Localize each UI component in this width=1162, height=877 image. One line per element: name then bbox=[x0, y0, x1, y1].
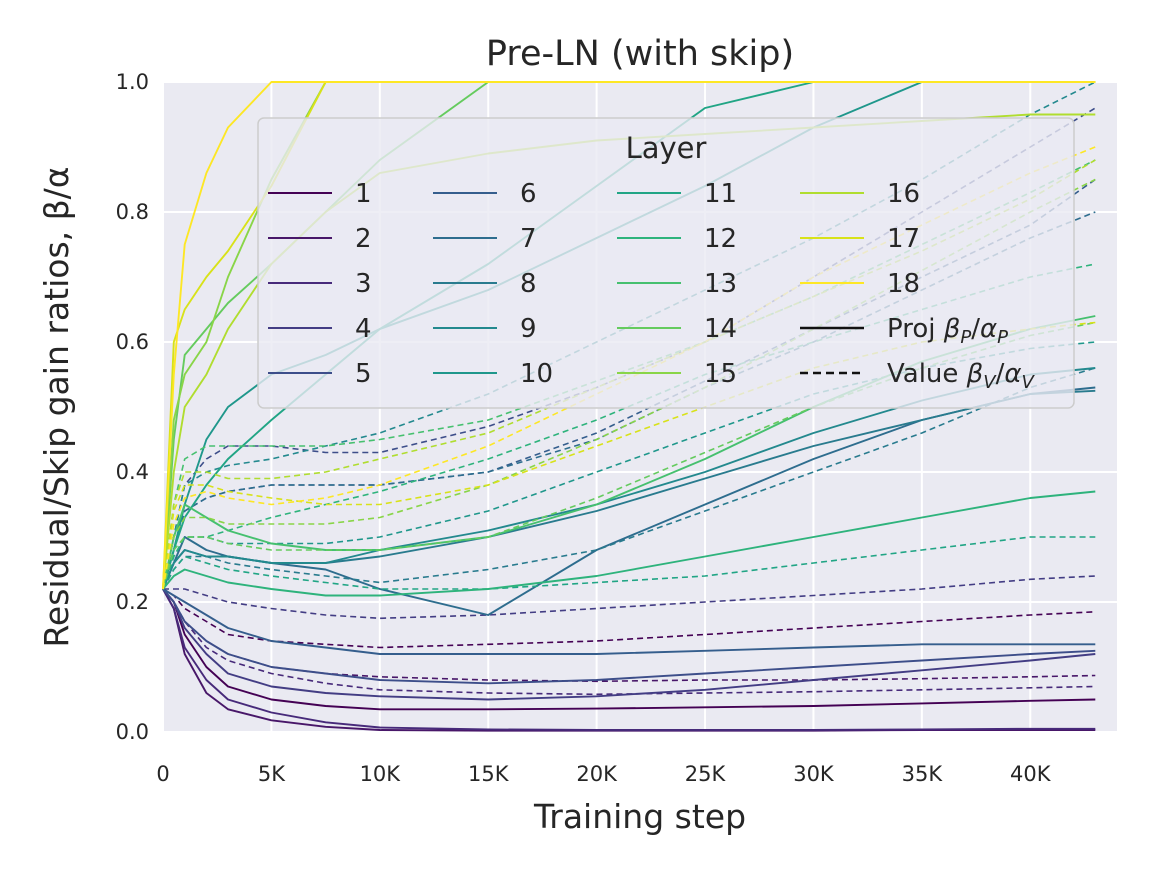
series-line-layer-1-proj bbox=[162, 588, 1096, 711]
legend-label-layer-2: 2 bbox=[355, 224, 372, 254]
legend-label-layer-10: 10 bbox=[520, 359, 553, 389]
series-line-layer-11-value bbox=[162, 536, 1096, 590]
series-line-layer-8-value bbox=[162, 367, 1096, 590]
legend-label-layer-18: 18 bbox=[887, 269, 920, 299]
legend-label-layer-5: 5 bbox=[355, 359, 372, 389]
x-tick-label: 0 bbox=[156, 762, 169, 786]
legend-label-layer-3: 3 bbox=[355, 269, 372, 299]
legend-label-layer-4: 4 bbox=[355, 314, 372, 344]
legend-frame bbox=[257, 117, 1075, 409]
legend-label-layer-17: 17 bbox=[887, 224, 920, 254]
series-line-layer-6-proj bbox=[162, 588, 1096, 655]
legend-label-layer-13: 13 bbox=[704, 269, 737, 299]
y-tick-label: 0.0 bbox=[116, 720, 149, 744]
series-line-layer-3-value bbox=[162, 588, 1096, 696]
x-tick-label: 10K bbox=[360, 762, 402, 786]
y-tick-label: 0.6 bbox=[116, 330, 149, 354]
legend-label-layer-12: 12 bbox=[704, 224, 737, 254]
legend-label-layer-15: 15 bbox=[704, 359, 737, 389]
chart-title: Pre-LN (with skip) bbox=[486, 34, 794, 74]
x-axis-ticks: 0 5K 10K 15K 20K 25K 30K 35K 40K bbox=[156, 762, 1051, 786]
legend-label-dashed: Value βV/αV bbox=[887, 359, 1036, 393]
y-tick-label: 0.4 bbox=[116, 460, 149, 484]
legend-label-layer-14: 14 bbox=[704, 314, 737, 344]
legend-label-solid: Proj βP/αP bbox=[887, 314, 1008, 348]
y-axis-label: Residual/Skip gain ratios, β/α bbox=[37, 166, 76, 647]
series-line-layer-13-value bbox=[162, 159, 1096, 590]
x-tick-label: 20K bbox=[576, 762, 618, 786]
legend-label-layer-11: 11 bbox=[704, 179, 737, 209]
x-tick-label: 15K bbox=[468, 762, 510, 786]
x-tick-label: 25K bbox=[685, 762, 727, 786]
x-tick-label: 40K bbox=[1010, 762, 1052, 786]
series-line-layer-7-proj bbox=[162, 386, 1096, 616]
series-line-layer-2-value bbox=[162, 588, 1096, 683]
series-line-layer-12-proj bbox=[162, 490, 1096, 597]
series-line-layer-4-proj bbox=[162, 588, 1096, 701]
series-line-layer-3-proj bbox=[162, 588, 1096, 731]
legend-label-layer-16: 16 bbox=[887, 179, 920, 209]
y-axis-ticks: 0.0 0.2 0.4 0.6 0.8 1.0 bbox=[116, 70, 149, 744]
legend-label-layer-6: 6 bbox=[520, 179, 537, 209]
y-tick-label: 1.0 bbox=[116, 70, 149, 94]
x-tick-label: 35K bbox=[902, 762, 944, 786]
legend-label-layer-9: 9 bbox=[520, 314, 537, 344]
series-line-layer-15-value bbox=[162, 178, 1096, 590]
y-tick-label: 0.2 bbox=[116, 590, 149, 614]
legend-label-layer-1: 1 bbox=[355, 179, 372, 209]
series-line-layer-1-value bbox=[162, 588, 1096, 649]
y-tick-label: 0.8 bbox=[116, 200, 149, 224]
series-line-layer-5-proj bbox=[162, 588, 1096, 685]
legend-label-layer-8: 8 bbox=[520, 269, 537, 299]
x-axis-label: Training step bbox=[533, 797, 746, 836]
x-tick-label: 30K bbox=[793, 762, 835, 786]
legend-label-layer-7: 7 bbox=[520, 224, 537, 254]
legend-title: Layer bbox=[626, 131, 707, 165]
series-line-layer-18-proj bbox=[162, 81, 1096, 590]
x-tick-label: 5K bbox=[258, 762, 286, 786]
